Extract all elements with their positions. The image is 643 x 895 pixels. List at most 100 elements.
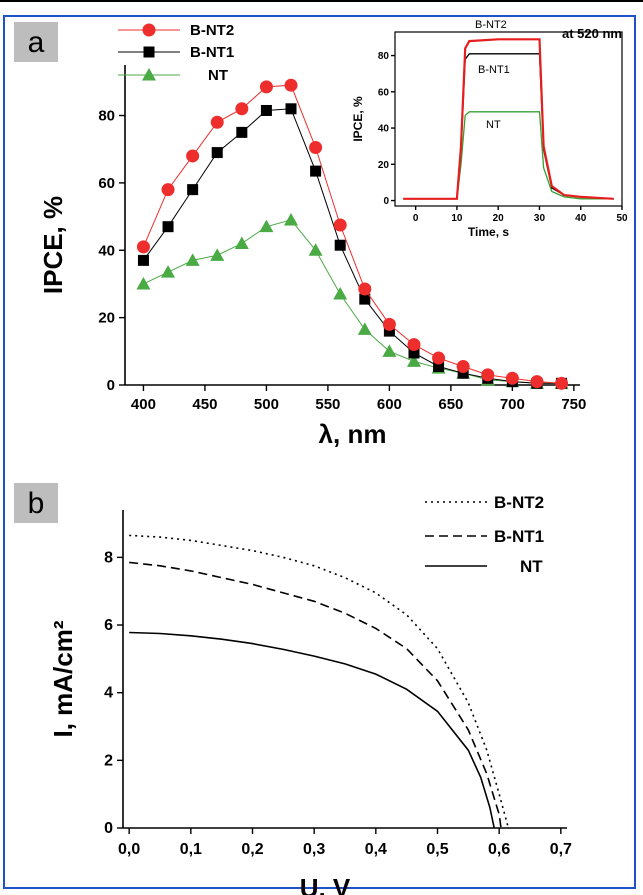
panel-b-x-tick-label: 0,2: [241, 841, 263, 858]
legend-marker-nt: [142, 68, 156, 81]
panel-a-y-tick-label: 80: [98, 108, 115, 125]
inset-y-label: IPCE, %: [351, 96, 365, 142]
inset-x-tick-label: 50: [616, 213, 628, 224]
panel-b-plot: 0,0 0,1 0,2 0,3 0,4 0,5 0,6 0,7 0 2 4 6 8 U, V I, mA/c…: [48, 510, 572, 895]
legend-label-nt: NT: [208, 67, 228, 84]
panel-b-x-tick-label: 0,6: [488, 841, 510, 858]
inset-y-tick-label: 80: [378, 51, 390, 62]
legend-label-b-nt2: B-NT2: [494, 493, 544, 512]
panel-a-y-tick-label: 60: [98, 175, 115, 192]
panel-a-y-label: IPCE, %: [38, 196, 68, 294]
panel-b-y-tick-label: 2: [104, 752, 113, 769]
panel-b-label-box: [14, 483, 58, 523]
data-point-nt: [161, 265, 176, 278]
data-point-b-nt1: [359, 293, 371, 305]
data-point-b-nt2: [259, 80, 273, 94]
inset-series-label-b-nt1: B-NT1: [478, 64, 510, 76]
inset-series-b-nt2: [403, 38, 614, 200]
inset-x-tick-label: 30: [534, 213, 546, 224]
data-point-b-nt1: [162, 221, 174, 233]
data-point-nt: [136, 276, 151, 290]
data-point-b-nt1: [408, 347, 420, 359]
inset-y-tick-label: 0: [383, 196, 389, 207]
panel-b-x-tick-label: 0,7: [550, 841, 572, 858]
iv-curve-b-nt2: [129, 534, 510, 829]
data-point-b-nt1: [433, 360, 445, 372]
iv-curve-nt: [129, 631, 495, 829]
inset-y-tick-label: 20: [378, 160, 390, 171]
inset-x-tick-label: 0: [413, 213, 419, 224]
panel-a-legend: B-NT2 B-NT1 NT: [118, 22, 234, 84]
data-point-nt: [382, 344, 397, 357]
panel-a-x-label: λ, nm: [319, 419, 387, 449]
data-point-nt: [210, 248, 225, 261]
series-line-b-nt1: [142, 108, 562, 384]
inset-y-tick-label: 60: [378, 87, 390, 98]
panel-b-y-tick-label: 4: [104, 685, 113, 702]
data-point-b-nt2: [555, 376, 569, 390]
data-point-b-nt2: [530, 375, 544, 389]
panel-a-x-tick-label: 500: [254, 396, 279, 413]
panel-a-x-tick-label: 450: [192, 396, 217, 413]
series-line-nt: [143, 219, 562, 384]
panel-a-x-tick-label: 650: [438, 396, 463, 413]
data-point-b-nt2: [210, 115, 224, 129]
data-point-b-nt2: [432, 351, 446, 365]
panel-b-label: b: [28, 487, 45, 520]
data-point-b-nt2: [407, 338, 421, 352]
panel-a-x-tick-label: 700: [500, 396, 525, 413]
legend-label-b-nt1: B-NT1: [190, 44, 234, 61]
iv-curve-b-nt1: [129, 561, 502, 829]
data-point-b-nt2: [235, 102, 249, 116]
panel-b-x-tick-label: 0,5: [426, 841, 448, 858]
data-point-b-nt1: [260, 104, 272, 116]
inset-x-tick-label: 20: [493, 213, 505, 224]
inset-x-label: Time, s: [468, 225, 509, 239]
panel-b-y-tick-label: 6: [104, 617, 113, 634]
data-point-b-nt2: [136, 240, 150, 254]
legend-marker-b-nt1: [143, 46, 155, 58]
inset-series-label-nt: NT: [486, 119, 501, 131]
panel-a-inset: 0 10 20 30 40 50 0 20 40 60 80 Time, s IPCE, % at 520…: [351, 19, 628, 239]
data-point-b-nt2: [309, 141, 323, 155]
data-point-b-nt2: [456, 359, 470, 373]
panel-a-y-tick-label: 0: [107, 377, 115, 394]
panel-a-label-box: [14, 22, 58, 62]
data-point-nt: [185, 253, 200, 266]
inset-x-tick-label: 40: [575, 213, 587, 224]
panel-b-y-tick-label: 8: [104, 549, 113, 566]
data-point-b-nt2: [481, 368, 495, 382]
panel-b-x-tick-label: 0,0: [118, 841, 140, 858]
data-point-b-nt1: [457, 367, 469, 379]
data-point-nt: [234, 236, 249, 250]
panel-a-x-tick-label: 600: [377, 396, 402, 413]
data-point-b-nt1: [211, 147, 223, 159]
data-point-b-nt2: [161, 183, 175, 197]
panel-b-x-tick-label: 0,4: [365, 841, 387, 858]
panel-b-y-tick-label: 0: [104, 820, 113, 837]
data-point-b-nt2: [186, 149, 200, 163]
data-point-nt: [333, 287, 348, 300]
data-point-b-nt1: [236, 126, 248, 138]
data-point-b-nt2: [284, 78, 298, 92]
legend-label-b-nt1: B-NT1: [494, 527, 544, 546]
panel-a-x-tick-label: 550: [315, 396, 340, 413]
data-point-nt: [406, 354, 421, 367]
data-point-b-nt1: [187, 184, 199, 196]
panel-b-legend: B-NT2 B-NT1 NT: [425, 493, 544, 576]
legend-label-nt: NT: [520, 557, 543, 576]
panel-a-y-tick-label: 40: [98, 242, 115, 259]
inset-frame: [394, 31, 623, 207]
legend-label-b-nt2: B-NT2: [190, 22, 234, 39]
inset-y-tick-label: 40: [378, 124, 390, 135]
data-point-b-nt1: [383, 325, 395, 337]
data-point-b-nt1: [334, 239, 346, 251]
inset-series-label-b-nt2: B-NT2: [475, 19, 507, 31]
panel-a-y-tick-label: 20: [98, 310, 115, 327]
legend-marker-b-nt2: [142, 23, 156, 37]
data-point-b-nt2: [358, 282, 372, 296]
data-point-b-nt2: [333, 218, 347, 232]
